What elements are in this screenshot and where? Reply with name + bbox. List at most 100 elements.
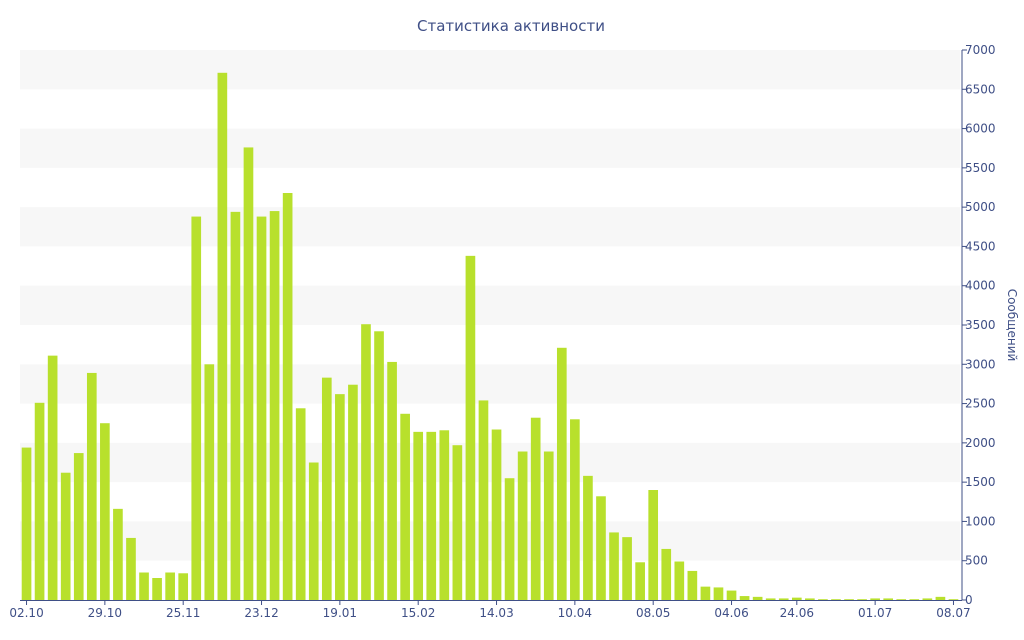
bar xyxy=(570,419,580,600)
grid-bands xyxy=(20,50,960,561)
bar xyxy=(34,402,45,600)
bar xyxy=(204,364,215,600)
x-tick-label: 01.07 xyxy=(858,606,892,620)
bar xyxy=(635,562,645,600)
grid-band xyxy=(20,50,960,90)
bar xyxy=(152,578,162,600)
y-tick-label: 0 xyxy=(965,593,973,607)
y-tick-label: 500 xyxy=(965,554,988,568)
bar xyxy=(465,255,476,601)
y-tick-label: 7000 xyxy=(965,43,996,57)
bar xyxy=(374,331,384,600)
bar xyxy=(622,537,632,600)
bar xyxy=(883,598,894,600)
bar xyxy=(452,445,463,600)
y-tick-label: 5000 xyxy=(965,200,996,214)
bar xyxy=(596,496,606,600)
bar xyxy=(321,377,332,600)
y-tick-label: 5500 xyxy=(965,161,996,175)
bar xyxy=(504,478,515,600)
bar xyxy=(674,561,685,600)
bar xyxy=(661,548,672,600)
bar xyxy=(700,586,711,600)
grid-band xyxy=(20,128,960,168)
bar xyxy=(687,570,698,600)
grid-band xyxy=(20,521,960,561)
grid-band xyxy=(20,364,960,404)
bar xyxy=(517,451,528,600)
bar xyxy=(73,453,84,600)
bar xyxy=(439,430,450,600)
bars-group xyxy=(21,72,959,601)
bar xyxy=(752,596,763,600)
bar xyxy=(256,216,267,600)
y-tick-label: 4000 xyxy=(965,279,996,293)
x-tick-label: 04.06 xyxy=(714,606,748,620)
y-tick-label: 2500 xyxy=(965,397,996,411)
bar xyxy=(844,599,854,600)
bar xyxy=(113,508,123,600)
y-tick-label: 1000 xyxy=(965,514,996,528)
bar xyxy=(870,598,880,600)
bar xyxy=(348,384,358,600)
bar xyxy=(426,431,437,600)
bar xyxy=(21,447,32,600)
x-axis: 02.10 29.10 25.11 23.12 19.01 15.02 14.03 10.04… xyxy=(9,600,971,620)
bar xyxy=(530,417,541,600)
bar xyxy=(818,599,828,600)
bar xyxy=(739,596,750,600)
x-tick-label: 08.05 xyxy=(636,606,670,620)
bar xyxy=(583,475,593,600)
bar xyxy=(295,408,306,600)
x-tick-label: 29.10 xyxy=(88,606,122,620)
bar xyxy=(100,423,110,600)
bar xyxy=(217,72,228,601)
bar xyxy=(713,587,724,600)
bar xyxy=(948,599,959,600)
bar xyxy=(765,598,776,600)
bar xyxy=(543,451,554,600)
bar xyxy=(269,211,280,600)
bar xyxy=(413,431,424,600)
bar xyxy=(935,596,946,600)
x-tick-label: 23.12 xyxy=(244,606,278,620)
bar xyxy=(126,537,136,600)
y-axis-label: Сообщений xyxy=(1005,289,1019,362)
bar xyxy=(178,573,189,600)
y-tick-label: 3500 xyxy=(965,318,996,332)
x-tick-label: 10.04 xyxy=(558,606,592,620)
bar xyxy=(805,598,815,600)
y-tick-label: 6500 xyxy=(965,82,996,96)
grid-band xyxy=(20,285,960,325)
bar xyxy=(726,590,737,600)
chart-title: Статистика активности xyxy=(417,17,605,35)
bar xyxy=(778,598,789,600)
bar xyxy=(335,394,345,600)
bar xyxy=(387,361,397,600)
bar xyxy=(857,599,867,600)
y-tick-label: 3000 xyxy=(965,357,996,371)
x-tick-label: 24.06 xyxy=(780,606,814,620)
bar xyxy=(400,413,410,600)
bar xyxy=(165,572,175,600)
x-tick-label: 25.11 xyxy=(166,606,200,620)
bar xyxy=(609,532,619,600)
bar xyxy=(282,193,293,600)
grid-band xyxy=(20,442,960,483)
bar xyxy=(361,324,371,600)
bar xyxy=(308,462,319,600)
y-axis: 0 500 1000 1500 2000 2500 3000 3500 4000 4500 5000… xyxy=(961,43,996,607)
bar xyxy=(556,347,567,600)
x-tick-label: 19.01 xyxy=(323,606,357,620)
y-tick-label: 6000 xyxy=(965,122,996,136)
bar xyxy=(791,597,802,600)
y-tick-label: 4500 xyxy=(965,239,996,253)
bar xyxy=(491,429,502,600)
grid-band xyxy=(20,207,960,247)
bar xyxy=(230,211,241,601)
y-tick-label: 1500 xyxy=(965,475,996,489)
bar xyxy=(47,355,58,600)
y-tick-label: 2000 xyxy=(965,436,996,450)
bar xyxy=(922,598,933,600)
